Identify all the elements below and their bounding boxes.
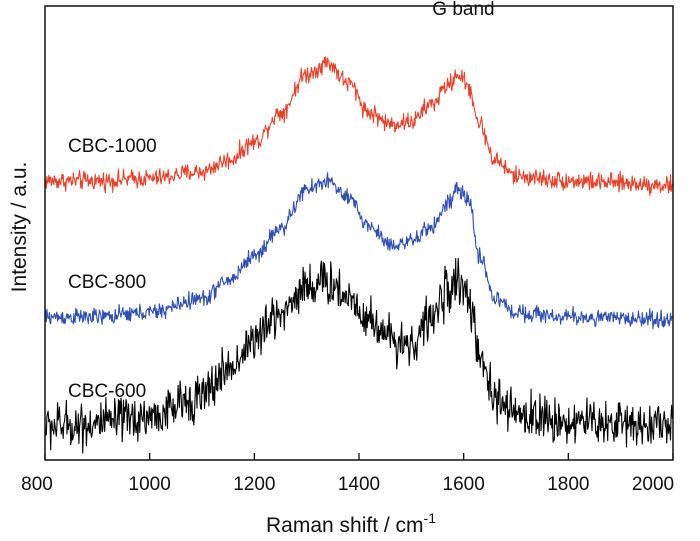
- y-axis-title: Intensity / a.u.: [8, 162, 31, 293]
- x-axis-title-text: Raman shift / cm: [266, 514, 424, 537]
- ticks-layer: 800 1000 1200 1400 1600 1800 2000: [21, 453, 674, 495]
- series-label-cbc-1000: CBC-1000: [68, 136, 157, 157]
- series-line-cbc-800: [44, 172, 673, 330]
- x-tick-label-1200: 1200: [233, 474, 275, 495]
- series-label-cbc-800: CBC-800: [68, 272, 146, 293]
- x-tick-label-2000: 2000: [632, 474, 674, 495]
- series-label-cbc-600: CBC-600: [68, 381, 146, 402]
- x-tick-label-1600: 1600: [443, 474, 485, 495]
- x-tick-label-800: 800: [21, 474, 53, 495]
- x-axis-title-superscript: -1: [424, 510, 437, 526]
- series-line-cbc-600: [44, 257, 673, 454]
- x-tick-label-1000: 1000: [129, 474, 171, 495]
- x-axis-title: Raman shift / cm-1: [266, 510, 436, 537]
- annotation-g-band: G band: [432, 0, 494, 20]
- x-tick-label-1400: 1400: [338, 474, 380, 495]
- series-layer: [44, 56, 673, 454]
- series-line-cbc-1000: [44, 56, 673, 196]
- x-tick-label-1800: 1800: [547, 474, 589, 495]
